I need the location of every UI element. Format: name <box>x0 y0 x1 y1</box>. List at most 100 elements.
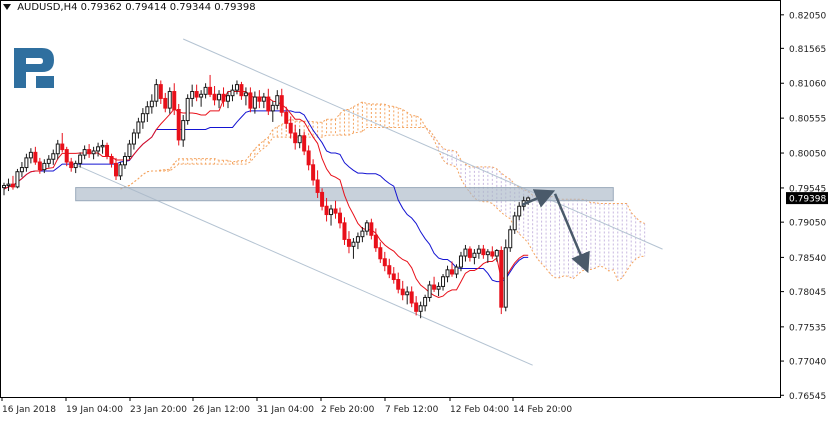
candle <box>360 226 365 243</box>
y-tick-label: 0.78540 <box>789 254 826 264</box>
candle-body <box>226 95 230 102</box>
y-tick-label: 0.76545 <box>789 392 826 402</box>
candle <box>293 124 298 150</box>
candle <box>158 80 163 104</box>
candle-body <box>391 273 396 281</box>
candle <box>512 211 517 234</box>
candle-body <box>208 86 213 95</box>
candle <box>306 145 311 171</box>
candle <box>230 84 235 102</box>
candle-body <box>136 121 141 134</box>
candle <box>485 249 490 263</box>
candle <box>122 152 127 169</box>
candle-body <box>6 183 11 187</box>
candle-body <box>217 93 222 101</box>
candle-body <box>118 164 123 177</box>
candle <box>315 170 320 198</box>
candle-body <box>293 132 298 144</box>
forecast-arrows <box>521 189 590 274</box>
kijun-line <box>3 110 529 283</box>
candle <box>414 296 419 316</box>
candle <box>270 101 275 122</box>
candle <box>82 145 87 160</box>
forecast-arrow-up <box>521 189 556 208</box>
candle-body <box>105 144 110 157</box>
candle-body <box>82 149 87 156</box>
candle-body <box>239 84 244 97</box>
collapse-triangle-icon[interactable] <box>3 4 11 10</box>
candle-body <box>329 208 334 216</box>
candle-body <box>73 162 78 169</box>
candle <box>387 258 392 279</box>
candle <box>100 139 105 154</box>
candle-body <box>382 258 387 267</box>
candle <box>324 197 329 222</box>
candle-body <box>51 153 56 160</box>
candle-body <box>140 113 145 123</box>
candle <box>364 220 369 236</box>
candle-body <box>346 238 351 247</box>
candle-body <box>194 91 199 98</box>
candle-body <box>450 269 454 275</box>
candle-body <box>467 248 472 258</box>
candle <box>234 80 239 95</box>
candle-body <box>458 255 463 268</box>
candle-body <box>37 161 42 171</box>
candle-body <box>454 266 459 275</box>
candle <box>297 128 302 149</box>
candle-body <box>243 92 248 97</box>
candle <box>450 261 454 277</box>
candle-body <box>46 158 51 164</box>
candle-body <box>33 151 38 163</box>
kijun-sen-line <box>3 110 529 283</box>
candle-body <box>306 150 311 166</box>
candle <box>96 142 101 157</box>
candle <box>194 84 199 102</box>
candle <box>243 87 248 106</box>
candle <box>10 175 15 190</box>
ohlc-label: 0.79362 0.79414 0.79344 0.79398 <box>80 2 256 13</box>
candle-body <box>302 135 307 152</box>
candle-body <box>181 120 186 141</box>
logo-shape <box>14 48 54 88</box>
candle <box>284 106 289 129</box>
candle <box>467 246 472 262</box>
candle-body <box>60 143 65 151</box>
candle-body <box>248 92 253 109</box>
candle-body <box>261 96 266 102</box>
y-tick-label: 0.78045 <box>789 288 826 298</box>
senkou-span-a-line <box>120 101 645 282</box>
y-tick-label: 0.77040 <box>789 358 826 368</box>
candle <box>409 286 414 308</box>
candle <box>463 244 468 262</box>
candle <box>494 249 499 262</box>
candle <box>261 92 266 109</box>
candle <box>203 83 208 99</box>
candle <box>490 246 495 259</box>
forecast-arrow-down <box>553 193 590 274</box>
candle <box>503 239 508 312</box>
candle-body <box>463 248 468 257</box>
candle-body <box>427 284 432 298</box>
candle <box>42 159 47 174</box>
candle <box>28 148 33 164</box>
x-tick-label: 16 Jan 2018 <box>2 405 56 415</box>
candle-body <box>230 89 235 97</box>
candle-body <box>78 154 83 164</box>
x-tick-label: 26 Jan 12:00 <box>193 405 250 415</box>
candle-body <box>252 96 257 109</box>
candle <box>400 280 405 301</box>
candle-body <box>342 222 347 240</box>
candle <box>355 232 360 250</box>
candle-body <box>499 249 504 308</box>
y-axis: 0.82050 0.81565 0.81060 0.80555 0.80050 0.795… <box>780 11 828 402</box>
candle <box>105 142 110 160</box>
candle-body <box>432 284 437 290</box>
candle-body <box>517 205 522 217</box>
candle-body <box>476 248 481 254</box>
candle <box>172 83 177 116</box>
candle <box>373 228 378 252</box>
candle-body <box>257 96 262 102</box>
